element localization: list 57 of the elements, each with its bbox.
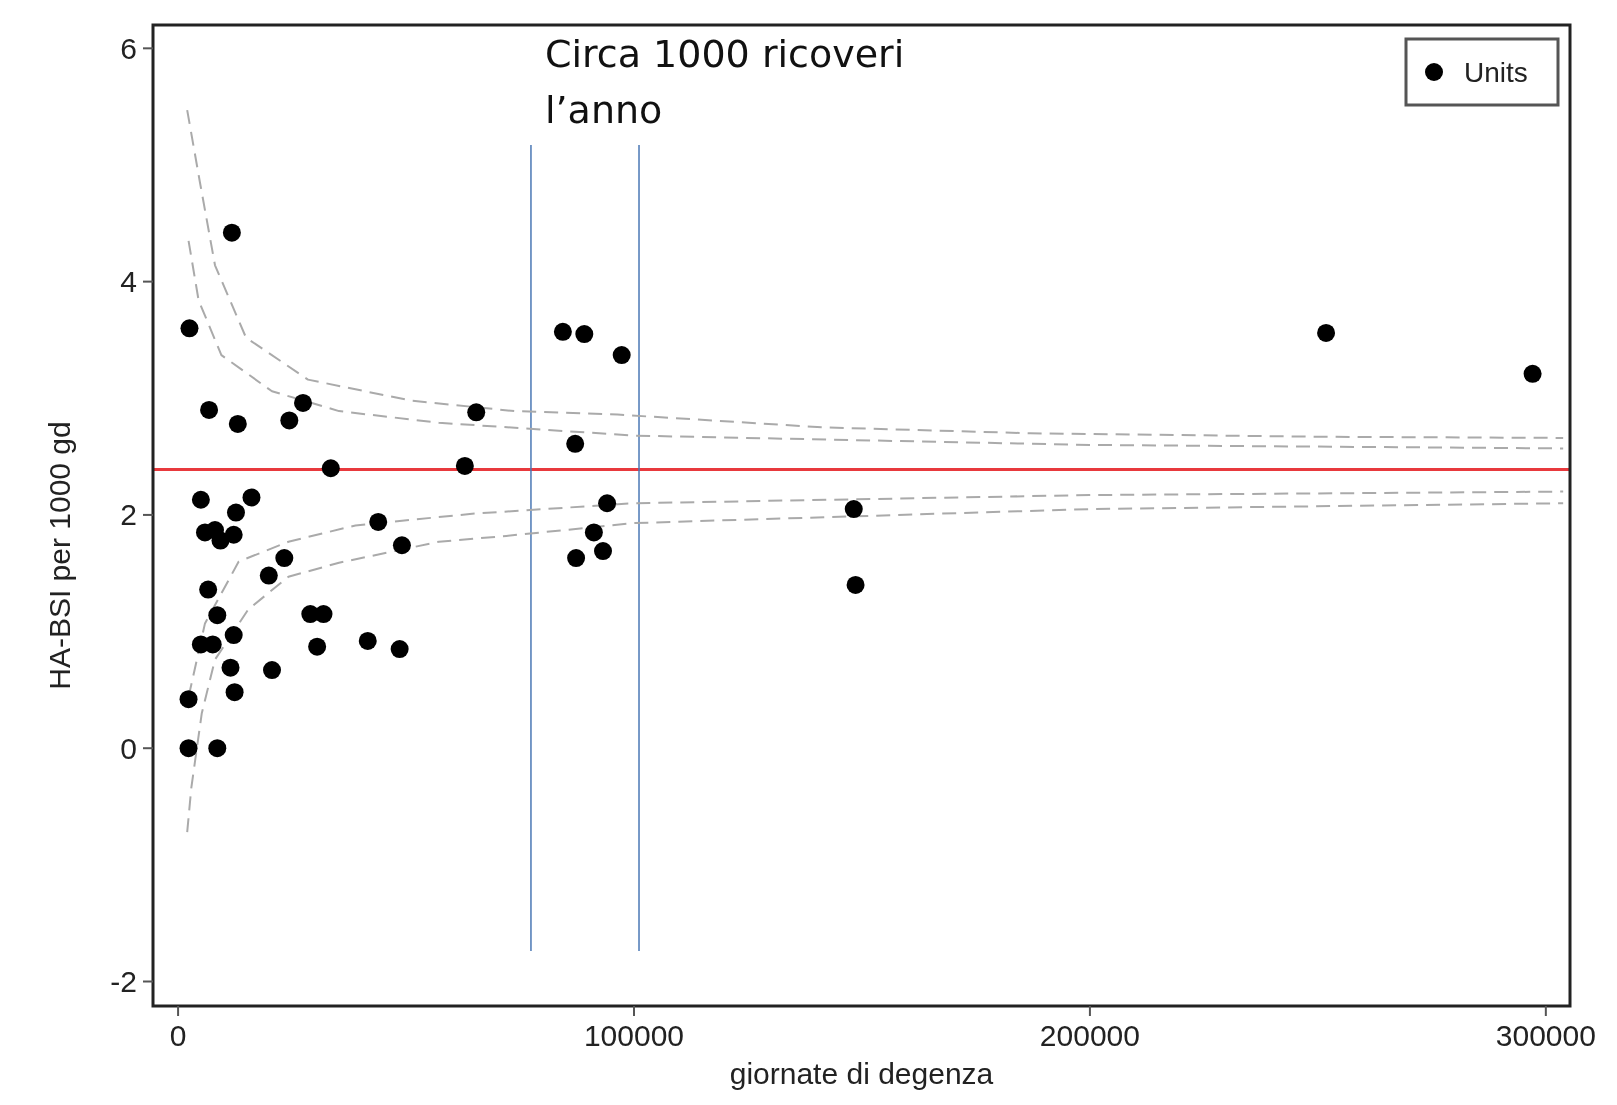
point (567, 549, 586, 568)
point (225, 683, 244, 702)
point (226, 503, 245, 522)
point (275, 549, 294, 568)
x-axis-title: giornate di degenza (729, 1057, 994, 1090)
point (224, 525, 243, 544)
point (294, 393, 312, 412)
point (263, 661, 281, 680)
point (584, 523, 603, 542)
y-tick-label: -2 (110, 965, 137, 998)
point (1523, 364, 1542, 383)
line-series (187, 239, 1565, 450)
point (199, 580, 218, 599)
point (308, 637, 327, 656)
annotation: Circa 1000 ricoveri l’anno (544, 32, 905, 132)
point (280, 411, 299, 430)
point (566, 434, 585, 453)
point (369, 512, 388, 531)
point (1317, 323, 1336, 342)
point (180, 319, 199, 338)
point (221, 658, 240, 677)
point (455, 456, 474, 475)
y-axis-title: HA-BSI per 1000 gd (43, 421, 76, 690)
legend-label: Units (1464, 56, 1528, 88)
x-tick-label: 0 (169, 1019, 187, 1052)
x-tick-label: 200000 (1039, 1019, 1140, 1052)
x-tick-label: 100000 (583, 1019, 685, 1052)
point (222, 223, 241, 242)
line-series (186, 502, 1565, 834)
point (179, 739, 198, 758)
point (593, 542, 612, 561)
point (390, 640, 409, 659)
point (844, 500, 863, 519)
point (358, 631, 377, 650)
point (208, 606, 227, 625)
y-tick-label: 0 (120, 731, 137, 765)
point (200, 400, 219, 419)
point (392, 536, 411, 555)
y-tick-label: 4 (120, 265, 137, 299)
point (321, 459, 340, 478)
point (191, 490, 210, 509)
point (846, 575, 865, 594)
point (224, 626, 243, 645)
point (242, 488, 261, 507)
point (179, 690, 198, 709)
point (206, 521, 225, 540)
x-tick-label: 300000 (1495, 1019, 1596, 1052)
point (575, 325, 594, 344)
y-tick-label: 2 (120, 498, 137, 532)
point (553, 322, 572, 341)
point (467, 403, 486, 422)
point (259, 566, 278, 585)
y-tick-label: 6 (120, 31, 137, 65)
point (612, 346, 631, 365)
point (228, 414, 247, 433)
point (208, 739, 227, 758)
point (598, 494, 617, 513)
